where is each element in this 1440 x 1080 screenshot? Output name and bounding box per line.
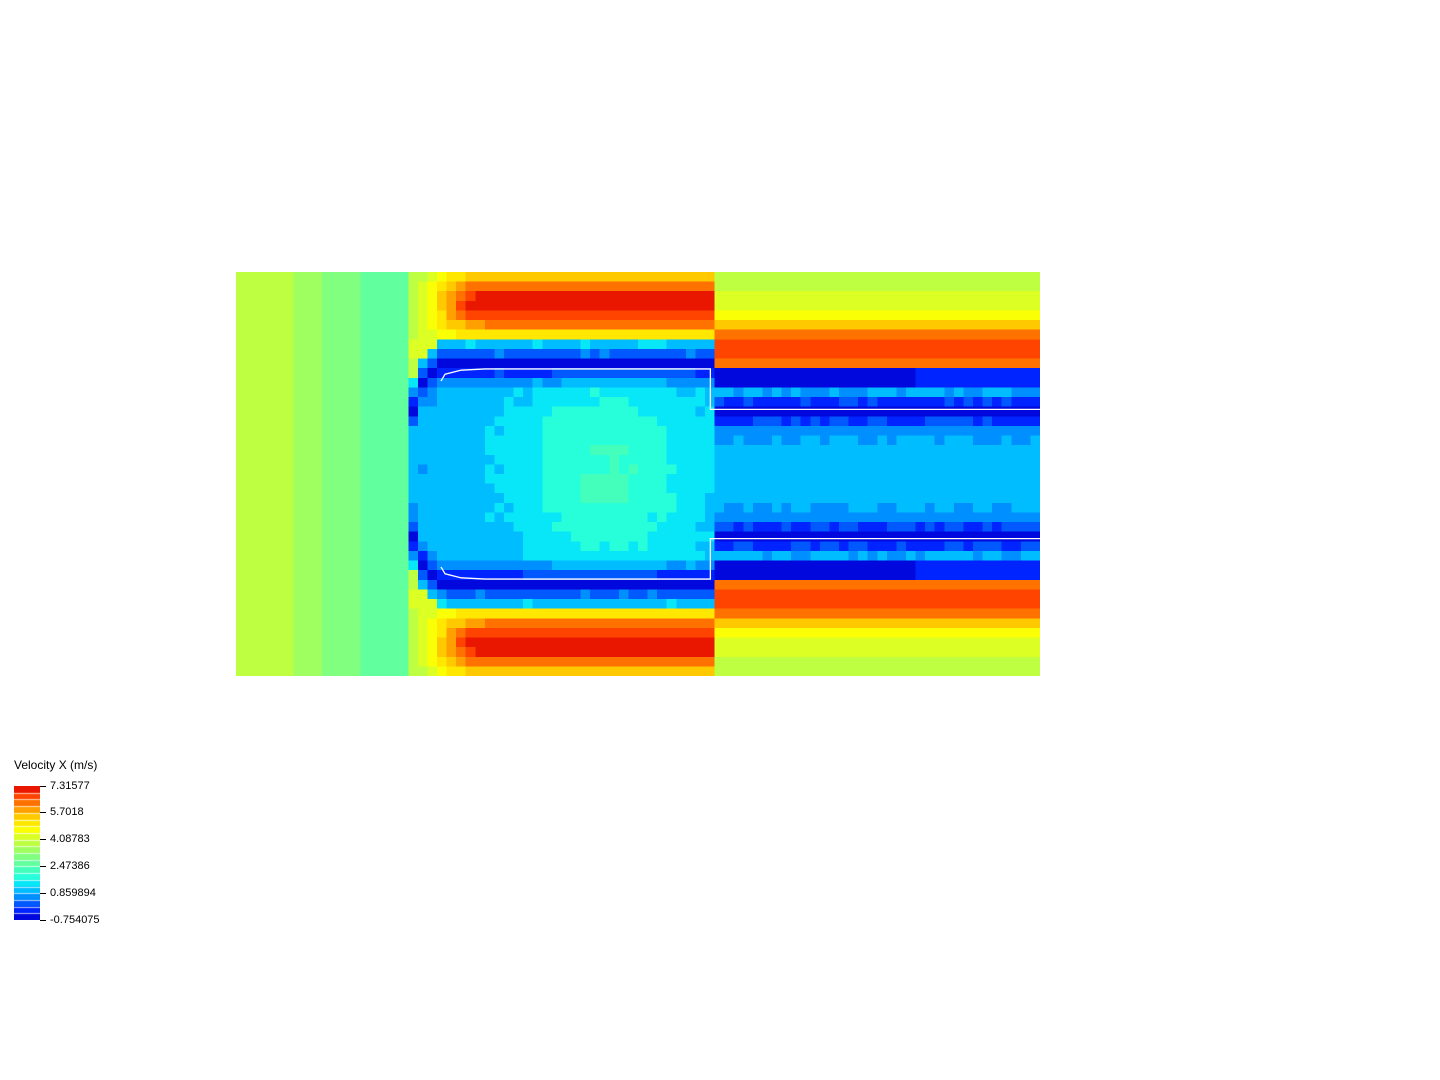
legend-tick-label: 4.08783 [50,834,90,845]
velocity-contour-plot [236,272,1040,676]
legend-tick-label: 0.859894 [50,888,96,899]
legend-title: Velocity X (m/s) [14,758,214,772]
legend-tick-mark [40,920,46,921]
velocity-field-raster [236,272,1040,676]
legend-tick-label: 5.7018 [50,807,84,818]
legend-tick-mark [40,839,46,840]
color-legend: Velocity X (m/s) 7.31577 5.7018 4.08783 2.4… [14,758,214,920]
legend-tick-label: -0.754075 [50,915,100,926]
legend-tick-mark [40,866,46,867]
legend-tick-mark [40,893,46,894]
legend-color-bar [14,786,40,920]
legend-tick-label: 2.47386 [50,861,90,872]
legend-body: 7.315775.70184.087832.473860.859894-0.75… [14,786,214,920]
legend-tick-mark [40,786,46,787]
legend-tick-mark [40,812,46,813]
legend-tick-label: 7.31577 [50,781,90,792]
